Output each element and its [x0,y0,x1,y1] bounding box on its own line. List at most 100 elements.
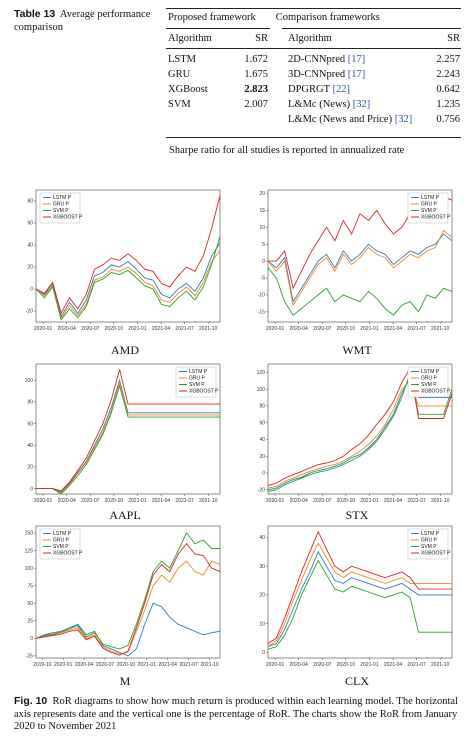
table-row: SVM 2.007 L&Mc (News) [32] 1.235 [166,97,462,112]
y-tick-label: 0 [30,287,33,293]
chart-title-stx: STX [345,508,369,522]
legend-entry: GRU P [53,538,70,544]
legend-entry: XGBOOST P [421,551,451,557]
performance-rows: LSTM 1.672 2D-CNNpred [17] 2.257 GRU 1.675 3D-… [166,52,462,127]
x-tick-label: 2020-04 [289,662,308,668]
x-tick-label: 2021-04 [384,662,403,668]
y-tick-label: 40 [27,443,33,449]
y-tick-label: 60 [259,420,265,426]
x-tick-label: 2020-10 [105,326,124,332]
table-row: L&Mc (News and Price) [32] 0.756 [166,112,462,127]
chart-aapl: 0 20 40 60 80 100 2020-01 2020-04 2020-07 2020-10… [14,360,224,508]
series-line-lstm-p [36,378,220,493]
legend-entry: GRU P [421,202,438,208]
y-tick-label: 0 [262,259,265,265]
y-tick-label: 0 [262,650,265,656]
x-tick-label: 2021-01 [360,498,379,504]
y-tick-label: -20 [258,488,265,494]
chart-title-wmt: WMT [342,343,372,357]
x-tick-label: 2021-10 [431,662,450,668]
x-tick-label: 2020-10 [105,498,124,504]
left-sr-cell: 1.672 [244,54,268,65]
x-tick-label: 2021-01 [128,326,147,332]
citation-link[interactable]: [32] [394,114,413,125]
x-tick-label: 2021-10 [431,326,450,332]
chart-m: -25 0 25 50 75 100 125 150 2019-10 2020-01 2020-04… [14,522,224,672]
citation-link[interactable]: [17] [347,54,366,65]
right-sr-cell: 0.756 [436,114,460,125]
x-tick-label: 2020-07 [313,498,332,504]
y-tick-label: 100 [25,566,34,572]
series-line-gru-p [267,229,453,307]
y-tick-label: 20 [259,191,265,197]
legend-entry: GRU P [189,376,206,382]
x-tick-label: 2021-10 [200,662,219,668]
series-line-svm-p [35,236,221,321]
series-line-xgboost-p [267,530,452,645]
x-tick-label: 2020-07 [81,498,100,504]
left-sr-cell: 2.823 [244,84,268,95]
x-tick-label: 2021-04 [152,326,171,332]
right-algorithm-cell: L&Mc (News and Price) [32] [288,114,413,125]
y-tick-label: 150 [25,531,34,537]
x-tick-label: 2021-07 [179,662,198,668]
left-sr-cell: 2.007 [244,99,268,110]
x-tick-label: 2020-04 [75,662,94,668]
y-tick-label: 15 [259,208,265,214]
y-tick-label: 80 [27,199,33,205]
series-line-svm-p [35,532,220,650]
table-caption-text: Average performance comparison [14,9,151,33]
series-line-gru-p [35,560,221,655]
y-tick-label: -25 [26,654,33,660]
figure-caption: Fig. 10 RoR diagrams to show how much re… [14,695,464,734]
citation-link[interactable]: [17] [347,69,366,80]
chart-title-clx: CLX [345,674,369,688]
x-tick-label: 2021-07 [175,498,194,504]
x-tick-label: 2021-07 [407,326,426,332]
citation-link[interactable]: [32] [352,99,371,110]
x-tick-label: 2020-10 [337,498,356,504]
x-tick-label: 2021-04 [384,326,403,332]
y-tick-label: 60 [27,421,33,427]
y-tick-label: 40 [259,437,265,443]
y-tick-label: 20 [259,454,265,460]
group-rule-left [166,28,270,29]
legend-entry: LSTM P [53,531,72,537]
left-algorithm-cell: LSTM [168,54,197,65]
left-sr-cell [234,112,270,127]
x-tick-label: 2021-01 [138,662,157,668]
x-tick-label: 2021-07 [175,326,194,332]
y-tick-label: 10 [259,225,265,231]
series-line-lstm-p [267,550,452,647]
x-tick-label: 2021-10 [431,498,450,504]
legend-entry: SVM P [189,382,205,388]
spacer-cell [270,97,286,112]
table-row: LSTM 1.672 2D-CNNpred [17] 2.257 [166,52,462,67]
right-algorithm-cell: 2D-CNNpred [17] [288,54,366,65]
x-tick-label: 2020-10 [337,326,356,332]
series-line-xgboost-p [267,366,453,487]
left-algorithm-cell: SVM [168,99,191,110]
x-tick-label: 2021-07 [407,662,426,668]
figure-caption-text: RoR diagrams to show how much return is … [14,696,458,732]
chart-stx: -20 0 20 40 60 80 100 120 2020-01 2020-04 2020-07 2… [246,360,456,508]
table-note: Sharpe ratio for all studies is reported… [169,145,405,156]
spacer-cell [270,67,286,82]
x-tick-label: 2020-01 [266,662,285,668]
performance-table-body: Algorithm SR Algorithm SR [166,31,462,46]
x-tick-label: 2020-07 [313,326,332,332]
y-tick-label: 40 [259,535,265,541]
chart-title-m: M [119,674,131,688]
series-line-gru-p [267,542,452,647]
group-header-proposed: Proposed framework [168,12,256,23]
series-line-svm-p [267,559,452,650]
table-top-rule [166,8,461,9]
right-sr-cell: 2.257 [436,54,460,65]
left-algorithm-cell: XGBoost [168,84,208,95]
figure-caption-label: Fig. 10 [14,695,48,707]
y-tick-label: 20 [27,465,33,471]
y-tick-label: 20 [259,593,265,599]
x-tick-label: 2021-04 [159,662,178,668]
left-algorithm-cell [166,112,234,127]
citation-link[interactable]: [22] [332,84,350,95]
